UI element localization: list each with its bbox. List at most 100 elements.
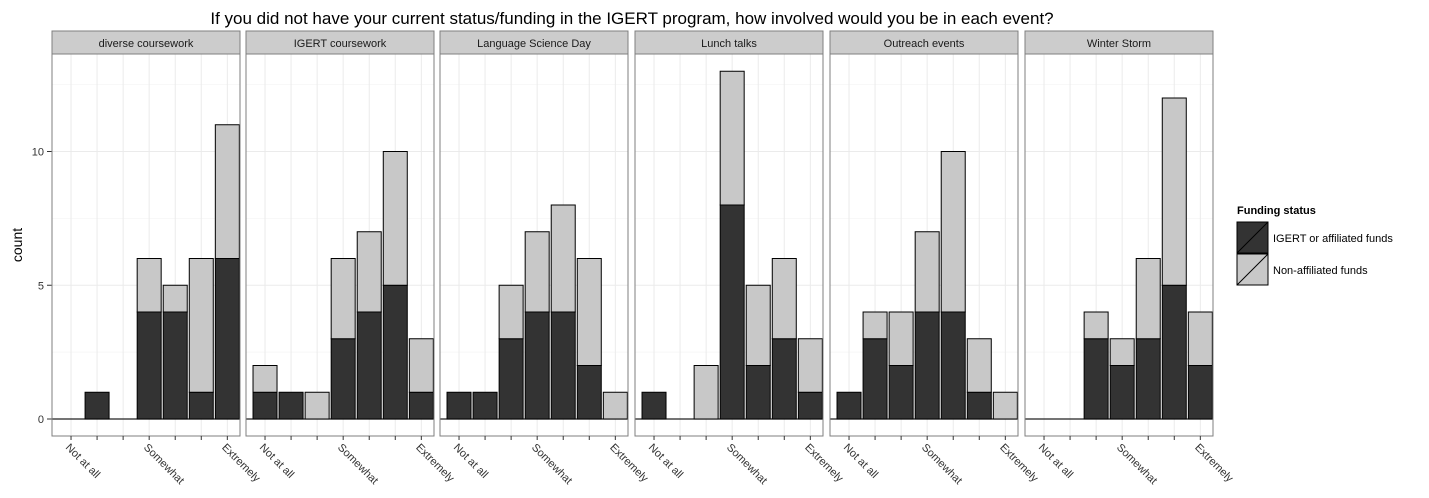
- bar-igert: [382, 284, 408, 420]
- bar-igert: [719, 204, 745, 420]
- bar-non-affiliated: [162, 284, 188, 313]
- facet-strip-label: Winter Storm: [1087, 38, 1151, 50]
- x-tick-label: Extremely: [1192, 442, 1235, 485]
- bar-igert: [1187, 365, 1213, 420]
- y-tick-label: 0: [38, 414, 44, 426]
- bar-non-affiliated: [304, 391, 330, 420]
- x-tick-label: Somewhat: [724, 442, 769, 487]
- bar-igert: [356, 311, 382, 420]
- bar-igert: [1109, 365, 1135, 420]
- bar-non-affiliated: [992, 391, 1018, 420]
- bar-non-affiliated: [382, 151, 408, 286]
- x-tick-label: Not at all: [257, 442, 296, 481]
- bar-igert: [188, 391, 214, 420]
- x-tick-label: Extremely: [802, 442, 845, 485]
- bar-igert: [940, 311, 966, 420]
- legend-key-diagonal: [1236, 221, 1269, 254]
- bar-igert: [836, 391, 862, 420]
- bar-non-affiliated: [940, 151, 966, 313]
- y-axis-ticks: 0 5 10: [32, 147, 52, 426]
- bar-igert: [162, 311, 188, 420]
- bar-non-affiliated: [136, 258, 162, 313]
- bar-igert: [550, 311, 576, 420]
- x-tick-label: Somewhat: [335, 442, 380, 487]
- bar-igert: [472, 391, 498, 420]
- bar-igert: [1161, 284, 1187, 420]
- panel-border: [829, 53, 1019, 437]
- facet-strip-label: Language Science Day: [477, 38, 591, 50]
- bar-non-affiliated: [1135, 258, 1161, 340]
- bar-igert: [771, 338, 797, 420]
- x-tick-label: Not at all: [63, 442, 102, 481]
- bar-non-affiliated: [550, 204, 576, 313]
- facet-panel: Lunch talks Not at all Somewhat Extremely: [634, 30, 846, 487]
- x-tick-label: Somewhat: [1114, 442, 1159, 487]
- bar-non-affiliated: [408, 338, 434, 393]
- facet-strip-label: diverse coursework: [99, 38, 194, 50]
- x-tick-label: Not at all: [451, 442, 490, 481]
- bar-igert: [745, 365, 771, 420]
- bar-non-affiliated: [188, 258, 214, 393]
- legend-key-diagonal: [1236, 253, 1269, 286]
- panel-border: [439, 53, 629, 437]
- x-tick-label: Somewhat: [919, 442, 964, 487]
- bar-non-affiliated: [498, 284, 524, 340]
- bar-non-affiliated: [356, 231, 382, 313]
- bar-igert: [1135, 338, 1161, 420]
- bar-igert: [576, 365, 602, 420]
- bar-igert: [446, 391, 472, 420]
- facet-strip-label: IGERT coursework: [294, 38, 387, 50]
- bar-non-affiliated: [1109, 338, 1135, 366]
- chart-title: If you did not have your current status/…: [210, 9, 1053, 28]
- bar-igert: [84, 391, 110, 420]
- bar-igert: [797, 391, 823, 420]
- x-tick-label: Extremely: [607, 442, 650, 485]
- bar-igert: [136, 311, 162, 420]
- x-tick-label: Extremely: [219, 442, 262, 485]
- legend-label: IGERT or affiliated funds: [1273, 233, 1393, 245]
- facet-strip-label: Outreach events: [884, 38, 965, 50]
- x-tick-label: Extremely: [413, 442, 456, 485]
- legend-title: Funding status: [1237, 205, 1316, 217]
- legend-label: Non-affiliated funds: [1273, 265, 1368, 277]
- bar-non-affiliated: [214, 124, 240, 259]
- panel-border: [51, 53, 241, 437]
- y-axis-label: count: [9, 228, 25, 262]
- bar-igert: [330, 338, 356, 420]
- x-tick-label: Not at all: [1036, 442, 1075, 481]
- bar-igert: [498, 338, 524, 420]
- bar-non-affiliated: [745, 284, 771, 366]
- facet-panel: diverse coursework Not at all Somewhat Extr…: [51, 30, 263, 487]
- panel-border: [634, 53, 824, 437]
- bar-non-affiliated: [1161, 97, 1187, 286]
- x-tick-label: Not at all: [841, 442, 880, 481]
- y-tick-label: 10: [32, 147, 44, 159]
- bar-igert: [278, 391, 304, 420]
- bar-non-affiliated: [719, 70, 745, 206]
- bar-igert: [252, 391, 278, 420]
- bar-non-affiliated: [797, 338, 823, 393]
- facet-panel: IGERT coursework Not at all Somewhat Extrem…: [245, 30, 457, 487]
- x-tick-label: Extremely: [997, 442, 1040, 485]
- bar-igert: [966, 391, 992, 420]
- bar-igert: [641, 391, 667, 420]
- bar-igert: [408, 391, 434, 420]
- y-tick-label: 5: [38, 280, 44, 292]
- x-tick-label: Not at all: [646, 442, 685, 481]
- x-tick-label: Somewhat: [141, 442, 186, 487]
- facet-strip-label: Lunch talks: [701, 38, 757, 50]
- bar-non-affiliated: [524, 231, 550, 313]
- bar-igert: [524, 311, 550, 420]
- panel-border: [1024, 53, 1214, 437]
- legend-items: IGERT or affiliated funds Non-affiliated …: [1236, 221, 1393, 286]
- bar-non-affiliated: [252, 365, 278, 393]
- bar-igert: [1083, 338, 1109, 420]
- bar-non-affiliated: [1083, 311, 1109, 340]
- bar-non-affiliated: [914, 231, 940, 313]
- facet-panel: Language Science Day Not at all Somewhat Ex…: [439, 30, 651, 487]
- bar-non-affiliated: [1187, 311, 1213, 366]
- bar-igert: [914, 311, 940, 420]
- panel-border: [245, 53, 435, 437]
- legend: Funding status IGERT or affiliated funds…: [1236, 205, 1393, 286]
